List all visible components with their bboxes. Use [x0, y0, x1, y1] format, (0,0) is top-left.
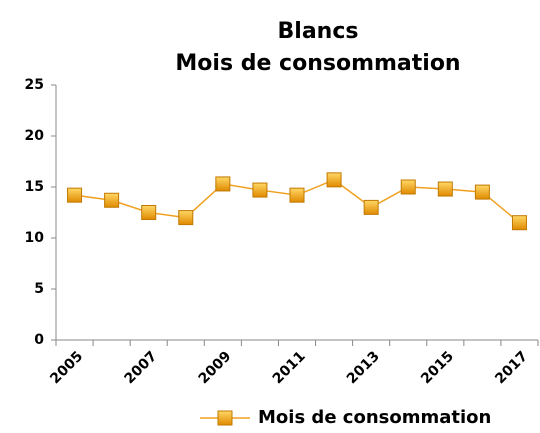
- point: [474, 184, 490, 200]
- point: [215, 176, 231, 192]
- x-tick-label: 2009: [196, 348, 235, 387]
- x-tick-label: 2005: [47, 348, 86, 387]
- y-tick-label: 15: [25, 179, 44, 195]
- y-tick-label: 5: [34, 281, 44, 297]
- point: [104, 192, 120, 208]
- x-tick-label: 2011: [270, 348, 309, 387]
- y-tick-label: 0: [34, 332, 44, 348]
- point: [437, 181, 453, 197]
- point: [67, 187, 83, 203]
- chart-subtitle: Mois de consommation: [175, 51, 460, 76]
- y-tick-label: 10: [25, 230, 45, 246]
- point: [400, 179, 416, 195]
- x-tick-label: 2013: [344, 348, 383, 387]
- point: [289, 187, 305, 203]
- chart-title: Blancs: [278, 19, 359, 44]
- point: [511, 215, 527, 231]
- y-tick-label: 20: [25, 128, 45, 144]
- point: [178, 210, 194, 226]
- x-tick-label: 2007: [121, 348, 160, 387]
- point: [363, 199, 379, 215]
- legend-label: Mois de consommation: [258, 407, 491, 428]
- point: [141, 205, 157, 220]
- point: [252, 182, 268, 198]
- legend-marker: [217, 410, 233, 426]
- x-tick-label: 2015: [418, 348, 457, 387]
- point: [326, 172, 342, 188]
- x-tick-label: 2017: [492, 348, 531, 387]
- y-tick-label: 25: [25, 77, 44, 93]
